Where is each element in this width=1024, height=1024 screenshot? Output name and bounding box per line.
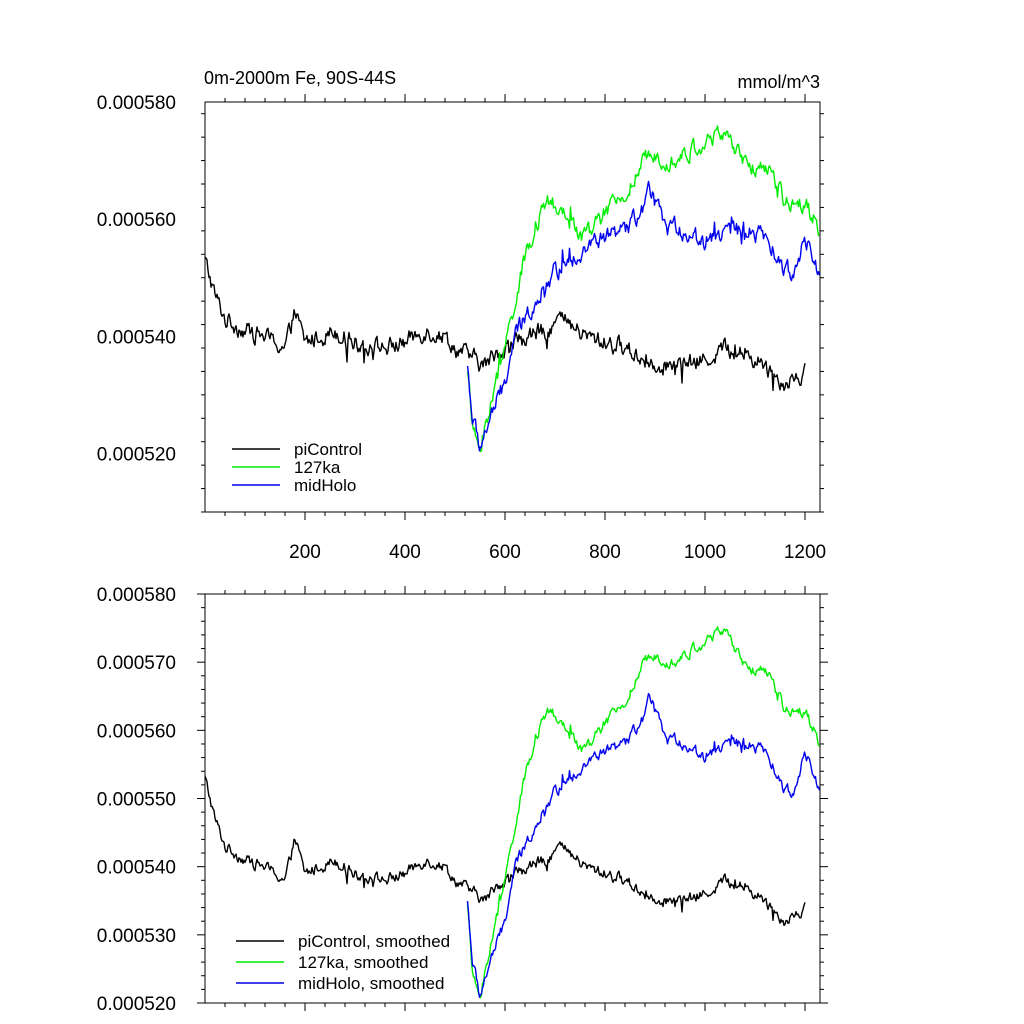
x-tick-label: 200 [289, 542, 321, 563]
y-tick-label: 0.000540 [97, 858, 176, 879]
legend: piControl, smoothed 127ka, smoothed midHol… [236, 932, 450, 993]
y-tick-label: 0.000520 [97, 444, 176, 465]
series-line-picontrol-smoothed [205, 775, 806, 927]
y-tick-label: 0.000570 [97, 653, 176, 674]
x-tick-label: 400 [389, 542, 421, 563]
y-tick-label: 0.000550 [97, 790, 176, 811]
y-tick-label: 0.000580 [97, 585, 176, 606]
x-tick-label: 600 [489, 542, 521, 563]
y-tick-label: 0.000520 [97, 994, 176, 1015]
series-line-127ka [466, 125, 820, 453]
y-tick-label: 0.000580 [97, 93, 176, 114]
legend-label: midHolo [294, 476, 356, 495]
legend-label: midHolo, smoothed [298, 974, 444, 993]
series-line-midholo-smoothed [466, 692, 820, 998]
units-label: mmol/m^3 [738, 72, 820, 92]
series-line-midholo [466, 180, 820, 452]
legend-label: piControl [294, 440, 362, 459]
legend-label: 127ka, smoothed [298, 953, 428, 972]
y-tick-label: 0.000560 [97, 721, 176, 742]
top-panel: 0m-2000m Fe, 90S-44S mmol/m^3 200 400 600 8… [97, 68, 826, 563]
y-tick-label: 0.000560 [97, 210, 176, 231]
x-tick-label: 1200 [784, 542, 826, 563]
legend-label: 127ka [294, 458, 341, 477]
y-tick-label: 0.000530 [97, 926, 176, 947]
x-tick-label: 1000 [684, 542, 726, 563]
series-line-picontrol [205, 256, 806, 392]
chart-title: 0m-2000m Fe, 90S-44S [204, 68, 396, 88]
series-line-127ka-smoothed [466, 626, 820, 999]
x-tick-label: 800 [589, 542, 621, 563]
y-tick-label: 0.000540 [97, 327, 176, 348]
plot-frame [204, 101, 821, 513]
legend-label: piControl, smoothed [298, 932, 450, 951]
bottom-panel: 0.000520 0.000530 0.000540 0.000550 0.000560… [97, 585, 828, 1015]
